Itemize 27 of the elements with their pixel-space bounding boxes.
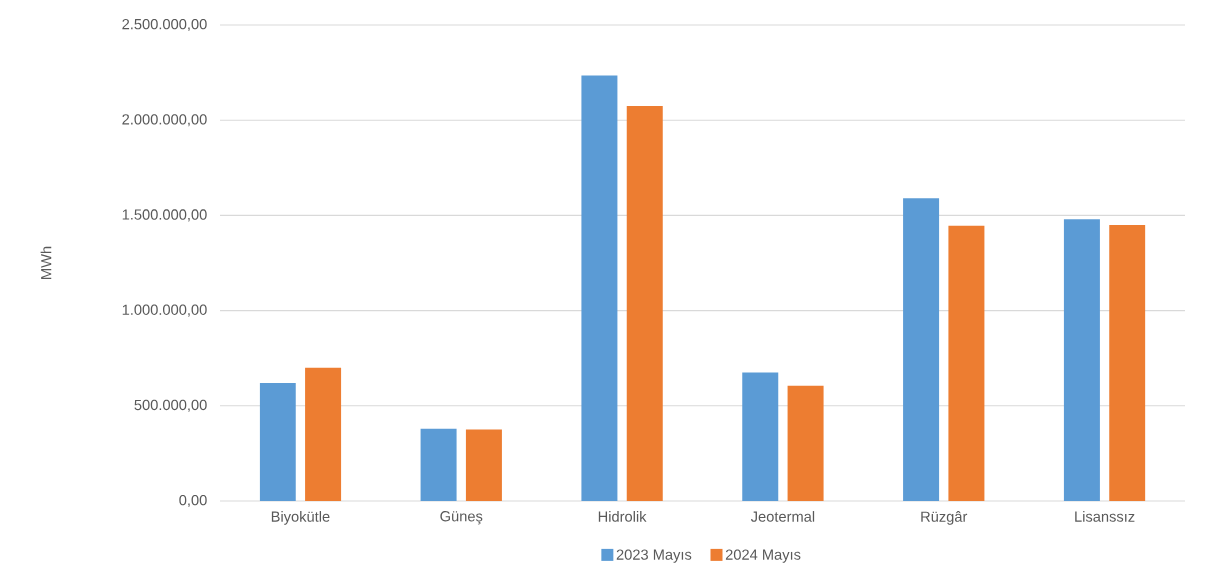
y-tick-label: 2.500.000,00 <box>122 18 207 32</box>
x-tick-label: Güneş <box>440 511 483 525</box>
legend-label: 2024 Mayıs <box>725 549 801 563</box>
bar <box>903 198 940 501</box>
bar <box>1109 224 1146 501</box>
bar <box>948 225 985 501</box>
x-tick-label: Rüzgâr <box>921 511 968 525</box>
legend-label: 2023 Mayıs <box>616 549 692 563</box>
y-axis-title: MWh <box>40 246 52 279</box>
y-tick-label: 2.000.000,00 <box>122 114 207 127</box>
y-tick-label: 0,00 <box>179 494 207 508</box>
x-tick-label: Lisanssız <box>1075 511 1135 522</box>
x-tick-label: Jeotermal <box>750 511 815 522</box>
y-tick-label: 1.500.000,00 <box>122 209 207 222</box>
bar <box>787 385 824 501</box>
y-tick-label: 1.000.000,00 <box>122 304 207 317</box>
x-tick-label: Biyokütle <box>271 511 330 525</box>
y-tick-label: 500.000,00 <box>134 399 207 412</box>
bar <box>581 75 618 501</box>
bar <box>626 105 663 501</box>
bar <box>742 372 779 501</box>
bar <box>1063 219 1100 501</box>
bar <box>420 428 457 501</box>
bar <box>305 367 342 501</box>
bar <box>465 429 502 501</box>
x-tick-label: Hidrolik <box>598 511 647 522</box>
bar <box>259 382 296 501</box>
